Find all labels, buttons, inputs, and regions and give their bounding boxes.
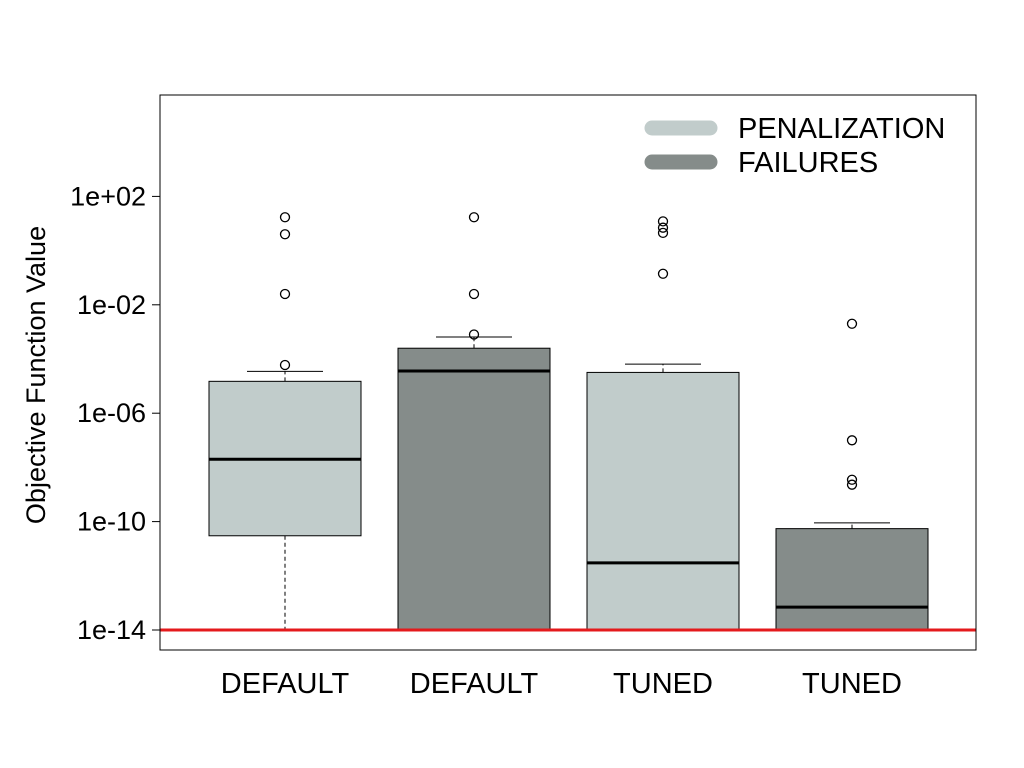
box bbox=[775, 528, 929, 631]
outlier-point bbox=[279, 229, 291, 240]
category-label: TUNED bbox=[613, 668, 713, 700]
box-group-2 bbox=[397, 212, 551, 631]
outlier-point bbox=[468, 288, 480, 300]
plot-layer bbox=[160, 212, 976, 632]
outlier-point bbox=[657, 222, 669, 233]
outlier-point bbox=[846, 479, 858, 490]
box bbox=[397, 347, 551, 631]
y-tick-label: 1e-14 bbox=[77, 615, 146, 645]
outlier-point bbox=[279, 212, 291, 223]
outlier-point bbox=[846, 474, 858, 485]
y-tick-label: 1e-02 bbox=[77, 290, 146, 320]
outlier-point bbox=[279, 288, 291, 300]
legend-label: PENALIZATION bbox=[738, 113, 945, 145]
box-group-4 bbox=[775, 318, 929, 631]
category-label: DEFAULT bbox=[221, 668, 350, 700]
y-axis: 1e-14 1e-10 1e-06 1e-02 1e+02 bbox=[70, 181, 160, 645]
outlier-point bbox=[468, 212, 480, 223]
outlier-point bbox=[279, 359, 291, 371]
box-group-1 bbox=[208, 212, 362, 630]
y-tick-label: 1e-06 bbox=[77, 398, 146, 428]
y-axis-title: Objective Function Value bbox=[21, 226, 51, 524]
outlier-point bbox=[468, 329, 480, 340]
outlier-point bbox=[846, 435, 858, 446]
outlier-point bbox=[657, 216, 669, 227]
y-tick-label: 1e+02 bbox=[70, 181, 146, 211]
outlier-point bbox=[657, 268, 669, 279]
box bbox=[586, 371, 740, 631]
category-label: TUNED bbox=[802, 668, 902, 700]
category-label: DEFAULT bbox=[410, 668, 539, 700]
legend-label: FAILURES bbox=[738, 147, 878, 179]
outlier-point bbox=[846, 318, 858, 329]
box-group-3 bbox=[586, 216, 740, 631]
outlier-point bbox=[657, 227, 669, 239]
x-axis-categories: DEFAULT DEFAULT TUNED TUNED bbox=[221, 668, 902, 700]
plot-frame bbox=[159, 94, 977, 651]
y-tick-label: 1e-10 bbox=[77, 507, 146, 537]
